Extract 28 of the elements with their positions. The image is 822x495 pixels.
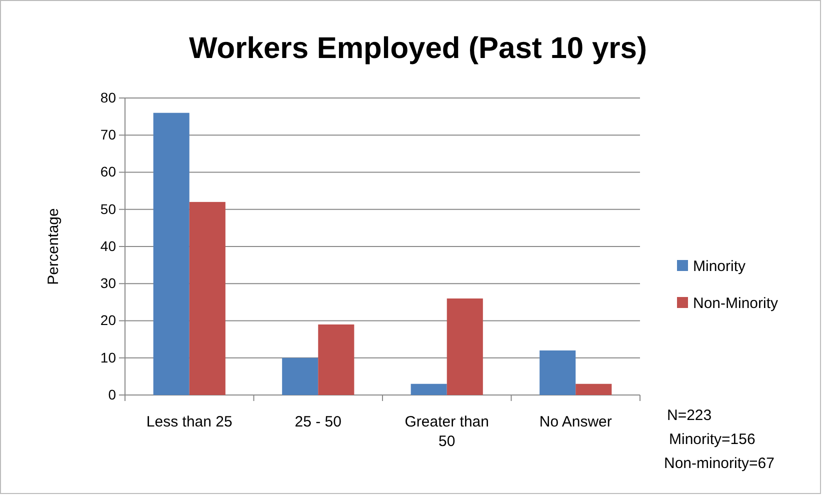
y-tick-label: 20 [100, 312, 116, 328]
y-axis-title: Percentage [45, 208, 62, 285]
legend-label: Non-Minority [693, 295, 779, 312]
bar [446, 298, 483, 395]
bar [189, 202, 226, 395]
bar [410, 384, 447, 395]
x-tick-label: 25 - 50 [294, 414, 342, 430]
y-tick-label: 60 [100, 164, 116, 180]
y-tick-label: 40 [100, 238, 116, 254]
bar [318, 324, 354, 395]
y-tick-label: 30 [100, 275, 116, 292]
y-tick-label: 10 [100, 349, 116, 366]
legend-label: Minority [693, 258, 746, 275]
y-tick-label: 80 [100, 89, 116, 106]
x-tick-label: Less than 25 [146, 414, 232, 430]
x-tick-label: Greater than 50 [404, 414, 489, 450]
text: Non-minority=67 [664, 455, 774, 472]
y-tick-label: 50 [100, 200, 116, 217]
chart-title: Workers Employed (Past 10 yrs) [189, 32, 647, 65]
y-tick-label: 70 [100, 126, 116, 143]
bar [540, 350, 576, 395]
bar [576, 384, 612, 395]
text: Minority=156 [669, 431, 756, 448]
bar [282, 358, 318, 395]
text: N=223 [667, 407, 712, 424]
bar [153, 112, 190, 395]
y-tick-label: 0 [108, 386, 116, 402]
x-tick-label: No Answer [539, 414, 612, 430]
